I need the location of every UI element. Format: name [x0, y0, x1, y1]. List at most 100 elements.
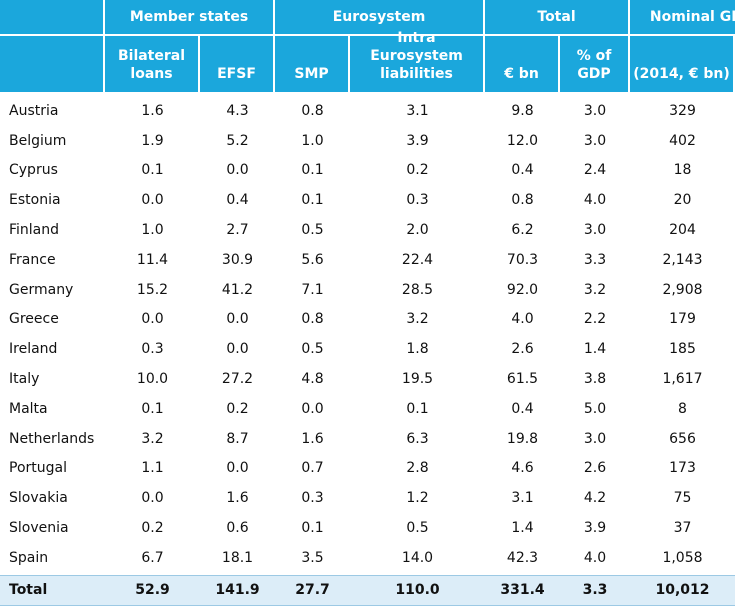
value-cell-text: 1.6	[141, 102, 164, 119]
value-cell-text: 1.1	[141, 460, 164, 477]
group-header: Total	[485, 0, 630, 36]
row-label: France	[0, 245, 105, 275]
row-label: Belgium	[0, 126, 105, 156]
value-cell-text: 3.2	[141, 430, 164, 447]
value-cell-text: 0.1	[141, 162, 164, 179]
value-cell-text: 41.2	[221, 281, 254, 298]
value-cell-text: 37	[673, 520, 692, 537]
value-cell-text: 0.6	[226, 520, 249, 537]
value-cell: 0.7	[275, 454, 350, 484]
value-cell-text: 3.9	[583, 520, 607, 537]
value-cell: 1.0	[275, 126, 350, 156]
column-header: EFSF	[200, 36, 275, 94]
value-cell: 37	[630, 513, 735, 543]
value-cell: 1.0	[105, 215, 200, 245]
value-cell-text: 0.5	[301, 222, 324, 239]
value-cell-text: 0.0	[141, 311, 164, 328]
row-label-text: Portugal	[9, 460, 67, 477]
group-header-text: Total	[537, 9, 576, 25]
total-cell: 331.4	[485, 575, 560, 605]
value-cell: 2.6	[485, 334, 560, 364]
value-cell-text: 0.0	[226, 460, 249, 477]
column-header-text: Bilateral loans	[117, 48, 186, 82]
value-cell-text: 19.8	[506, 430, 539, 447]
value-cell-text: 0.4	[226, 192, 249, 209]
value-cell: 0.0	[200, 334, 275, 364]
value-cell: 2.0	[350, 215, 485, 245]
value-cell-text: 2.4	[583, 162, 607, 179]
value-cell: 3.0	[560, 126, 630, 156]
total-cell: 110.0	[350, 575, 485, 605]
value-cell-text: 0.8	[301, 102, 324, 119]
column-header-text: SMP	[294, 66, 329, 82]
value-cell: 1.4	[485, 513, 560, 543]
value-cell-text: 22.4	[401, 251, 434, 268]
value-cell: 0.2	[105, 513, 200, 543]
value-cell: 22.4	[350, 245, 485, 275]
value-cell: 1.1	[105, 454, 200, 484]
column-header-text: € bn	[504, 66, 539, 82]
value-cell: 0.8	[275, 96, 350, 126]
value-cell: 27.2	[200, 364, 275, 394]
value-cell: 0.2	[200, 394, 275, 424]
value-cell: 173	[630, 454, 735, 484]
total-cell: 27.7	[275, 575, 350, 605]
value-cell-text: 4.6	[511, 460, 534, 477]
value-cell-text: 2.0	[406, 222, 429, 239]
value-cell: 1.6	[105, 96, 200, 126]
row-label: Cyprus	[0, 156, 105, 186]
value-cell: 9.8	[485, 96, 560, 126]
value-cell: 3.0	[560, 96, 630, 126]
total-cell-text: 10,012	[655, 582, 710, 599]
row-label: Estonia	[0, 185, 105, 215]
row-label: Slovenia	[0, 513, 105, 543]
header-blank	[0, 0, 105, 36]
value-cell: 2,908	[630, 275, 735, 305]
value-cell-text: 3.8	[583, 371, 607, 388]
value-cell: 3.1	[485, 483, 560, 513]
value-cell-text: 2.6	[583, 460, 607, 477]
value-cell: 204	[630, 215, 735, 245]
value-cell-text: 20	[673, 192, 692, 209]
value-cell: 20	[630, 185, 735, 215]
value-cell-text: 3.1	[511, 490, 534, 507]
value-cell: 4.0	[485, 305, 560, 335]
row-label: Spain	[0, 543, 105, 573]
value-cell: 3.3	[560, 245, 630, 275]
row-label-text: Belgium	[9, 132, 67, 149]
value-cell: 1.9	[105, 126, 200, 156]
value-cell-text: 3.0	[583, 102, 607, 119]
row-label: Austria	[0, 96, 105, 126]
value-cell-text: 185	[669, 341, 696, 358]
value-cell: 185	[630, 334, 735, 364]
total-cell: 3.3	[560, 575, 630, 605]
value-cell: 2.4	[560, 156, 630, 186]
total-cell-text: 110.0	[395, 582, 440, 599]
value-cell: 75	[630, 483, 735, 513]
value-cell-text: 0.1	[301, 192, 324, 209]
value-cell-text: 656	[669, 430, 696, 447]
value-cell-text: 2.2	[583, 311, 607, 328]
value-cell: 3.0	[560, 424, 630, 454]
header-blank	[0, 36, 105, 94]
value-cell: 2.8	[350, 454, 485, 484]
value-cell-text: 0.0	[141, 192, 164, 209]
row-label: Italy	[0, 364, 105, 394]
value-cell-text: 61.5	[506, 371, 539, 388]
value-cell-text: 1.9	[141, 132, 164, 149]
group-header-text: Nominal GDP	[649, 9, 735, 25]
value-cell: 3.2	[560, 275, 630, 305]
row-label-text: Finland	[9, 222, 60, 239]
value-cell: 8.7	[200, 424, 275, 454]
value-cell: 0.1	[350, 394, 485, 424]
value-cell: 0.0	[200, 305, 275, 335]
value-cell-text: 179	[669, 311, 696, 328]
value-cell-text: 6.3	[406, 430, 429, 447]
value-cell: 1.4	[560, 334, 630, 364]
group-header-text: Member states	[129, 9, 249, 25]
column-header-text: (2014, € bn)	[633, 66, 730, 82]
value-cell-text: 2.8	[406, 460, 429, 477]
value-cell-text: 30.9	[221, 251, 254, 268]
value-cell-text: 0.0	[226, 341, 249, 358]
